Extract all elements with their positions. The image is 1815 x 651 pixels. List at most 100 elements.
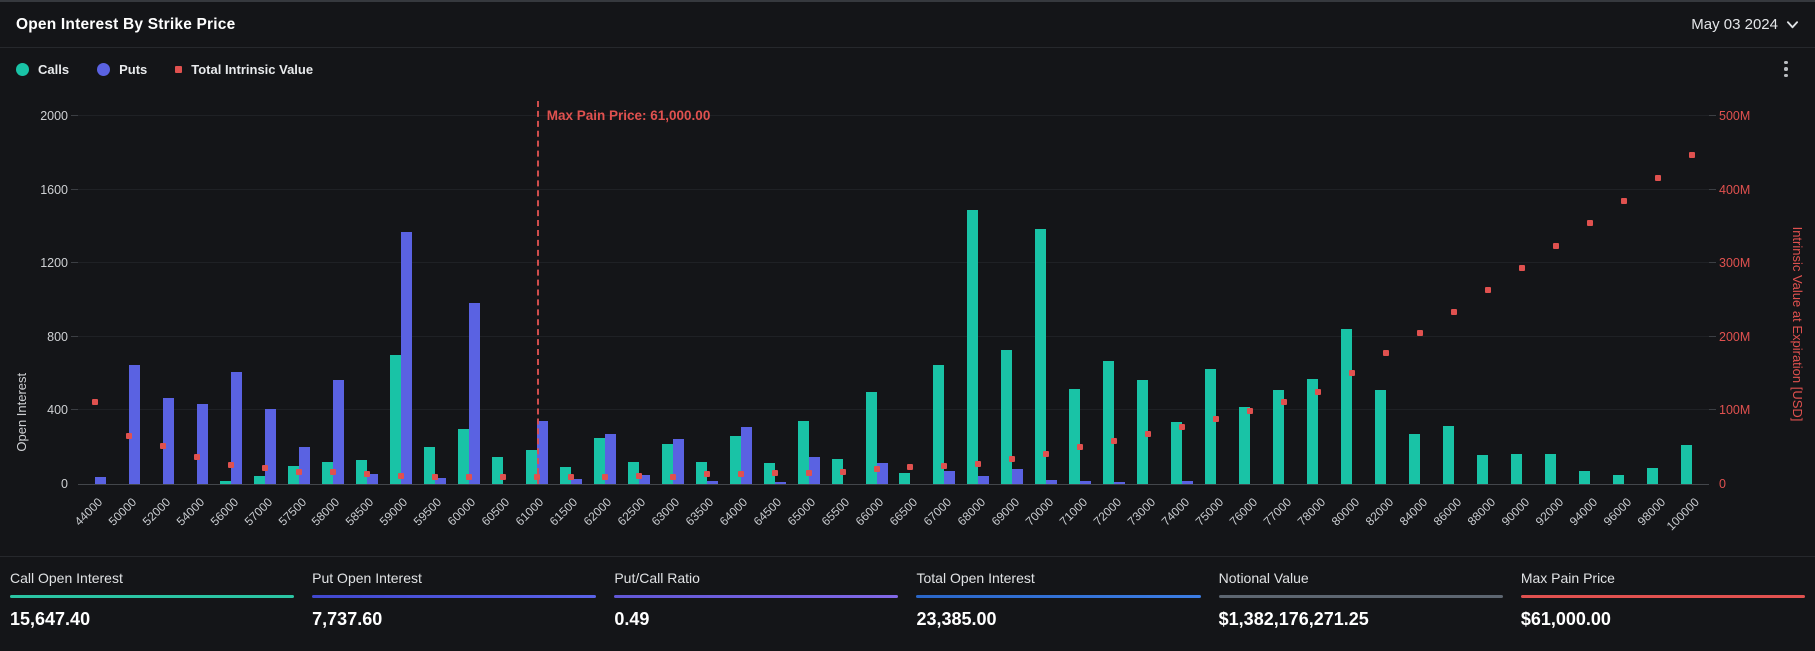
- intrinsic-value-dot[interactable]: [1417, 330, 1424, 337]
- calls-bar[interactable]: [1035, 229, 1047, 484]
- calls-bar[interactable]: [219, 480, 231, 484]
- puts-bar[interactable]: [740, 427, 752, 484]
- intrinsic-value-dot[interactable]: [703, 471, 710, 478]
- calls-bar[interactable]: [967, 210, 979, 484]
- intrinsic-value-dot[interactable]: [125, 433, 132, 440]
- calls-bar[interactable]: [423, 446, 435, 484]
- calls-bar[interactable]: [1137, 380, 1149, 484]
- intrinsic-value-dot[interactable]: [567, 474, 574, 481]
- puts-bar[interactable]: [298, 447, 310, 484]
- intrinsic-value-dot[interactable]: [805, 469, 812, 476]
- intrinsic-value-dot[interactable]: [1621, 198, 1628, 205]
- calls-bar[interactable]: [1205, 369, 1217, 484]
- calls-bar[interactable]: [525, 449, 537, 484]
- intrinsic-value-dot[interactable]: [1247, 408, 1254, 415]
- intrinsic-value-dot[interactable]: [227, 461, 234, 468]
- puts-bar[interactable]: [162, 397, 174, 484]
- intrinsic-value-dot[interactable]: [329, 469, 336, 476]
- calls-bar[interactable]: [457, 428, 469, 484]
- calls-bar[interactable]: [1443, 425, 1455, 484]
- intrinsic-value-dot[interactable]: [1043, 450, 1050, 457]
- calls-bar[interactable]: [1103, 361, 1115, 484]
- puts-bar[interactable]: [536, 421, 548, 484]
- intrinsic-value-dot[interactable]: [1485, 287, 1492, 294]
- calls-bar[interactable]: [729, 435, 741, 484]
- legend-item-puts[interactable]: Puts: [97, 62, 147, 77]
- intrinsic-value-dot[interactable]: [771, 469, 778, 476]
- intrinsic-value-dot[interactable]: [1383, 350, 1390, 356]
- puts-bar[interactable]: [604, 434, 616, 484]
- puts-bar[interactable]: [230, 371, 242, 484]
- puts-bar[interactable]: [468, 302, 480, 484]
- calls-bar[interactable]: [593, 438, 605, 484]
- calls-bar[interactable]: [1341, 328, 1353, 484]
- calls-bar[interactable]: [1647, 468, 1659, 484]
- puts-bar[interactable]: [1114, 482, 1126, 484]
- intrinsic-value-dot[interactable]: [907, 464, 914, 471]
- calls-bar[interactable]: [559, 467, 571, 484]
- calls-bar[interactable]: [763, 462, 775, 484]
- puts-bar[interactable]: [196, 404, 208, 484]
- puts-bar[interactable]: [944, 470, 956, 484]
- intrinsic-value-dot[interactable]: [1451, 308, 1458, 315]
- intrinsic-value-dot[interactable]: [1689, 152, 1695, 159]
- calls-bar[interactable]: [355, 460, 367, 484]
- puts-bar[interactable]: [774, 482, 786, 484]
- calls-bar[interactable]: [865, 392, 877, 484]
- intrinsic-value-dot[interactable]: [193, 453, 200, 460]
- intrinsic-value-dot[interactable]: [1655, 174, 1662, 181]
- intrinsic-value-dot[interactable]: [159, 443, 166, 450]
- calls-bar[interactable]: [1409, 434, 1421, 484]
- calls-bar[interactable]: [797, 421, 809, 484]
- calls-bar[interactable]: [1069, 389, 1081, 484]
- intrinsic-value-dot[interactable]: [601, 473, 608, 480]
- intrinsic-value-dot[interactable]: [397, 472, 404, 479]
- calls-bar[interactable]: [1545, 454, 1557, 484]
- calls-bar[interactable]: [695, 462, 707, 484]
- calls-bar[interactable]: [1171, 422, 1183, 484]
- puts-bar[interactable]: [434, 478, 446, 484]
- intrinsic-value-dot[interactable]: [91, 398, 98, 405]
- intrinsic-value-dot[interactable]: [1587, 220, 1594, 227]
- intrinsic-value-dot[interactable]: [465, 473, 472, 480]
- puts-bar[interactable]: [808, 456, 820, 484]
- intrinsic-value-dot[interactable]: [1077, 444, 1084, 451]
- puts-bar[interactable]: [570, 479, 582, 484]
- puts-bar[interactable]: [366, 474, 378, 484]
- puts-bar[interactable]: [638, 474, 650, 484]
- calls-bar[interactable]: [389, 354, 401, 484]
- calls-bar[interactable]: [933, 364, 945, 484]
- calls-bar[interactable]: [1681, 444, 1692, 484]
- calls-bar[interactable]: [491, 457, 503, 484]
- intrinsic-value-dot[interactable]: [261, 464, 268, 471]
- calls-bar[interactable]: [1613, 474, 1625, 484]
- calls-bar[interactable]: [321, 462, 333, 484]
- intrinsic-value-dot[interactable]: [1553, 243, 1560, 250]
- intrinsic-value-dot[interactable]: [1315, 389, 1322, 395]
- puts-bar[interactable]: [1182, 481, 1194, 484]
- intrinsic-value-dot[interactable]: [1349, 369, 1356, 376]
- calls-bar[interactable]: [627, 462, 639, 484]
- calls-bar[interactable]: [287, 465, 299, 484]
- intrinsic-value-dot[interactable]: [635, 472, 642, 479]
- puts-bar[interactable]: [128, 364, 140, 484]
- calls-bar[interactable]: [1273, 390, 1285, 484]
- date-selector[interactable]: May 03 2024: [1691, 16, 1799, 33]
- calls-bar[interactable]: [899, 472, 911, 484]
- intrinsic-value-dot[interactable]: [499, 473, 506, 480]
- intrinsic-value-dot[interactable]: [363, 470, 370, 477]
- intrinsic-value-dot[interactable]: [295, 468, 302, 475]
- calls-bar[interactable]: [253, 476, 265, 484]
- puts-bar[interactable]: [672, 439, 684, 484]
- puts-bar[interactable]: [94, 477, 106, 484]
- puts-bar[interactable]: [264, 409, 276, 484]
- puts-bar[interactable]: [1080, 481, 1092, 484]
- puts-bar[interactable]: [876, 462, 888, 484]
- intrinsic-value-dot[interactable]: [1111, 438, 1118, 445]
- intrinsic-value-dot[interactable]: [1281, 399, 1288, 406]
- puts-bar[interactable]: [706, 481, 718, 484]
- intrinsic-value-dot[interactable]: [941, 463, 948, 470]
- intrinsic-value-dot[interactable]: [1145, 430, 1152, 437]
- intrinsic-value-dot[interactable]: [975, 461, 982, 468]
- calls-bar[interactable]: [1579, 471, 1591, 484]
